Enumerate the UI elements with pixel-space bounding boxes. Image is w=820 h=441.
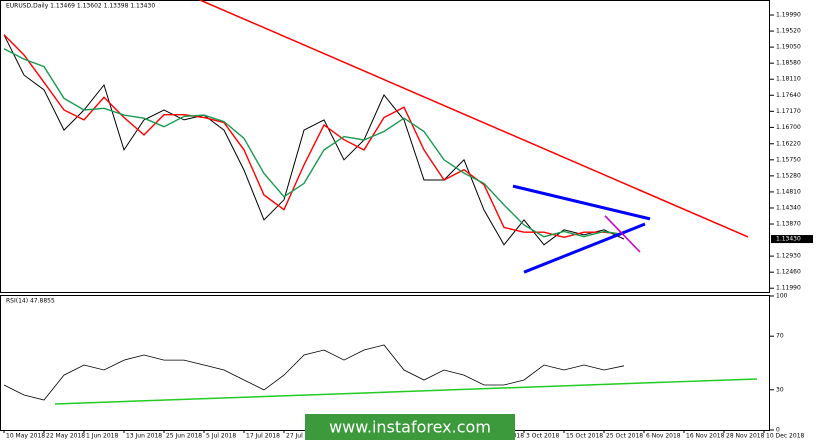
y-tick-label: 1.18110 (776, 76, 801, 83)
rsi-tick-label: 70 (776, 333, 784, 340)
current-price-box (771, 235, 813, 244)
rsi-tick-label: 30 (776, 386, 784, 393)
rsi-title: RSI(14) 47.8855 (6, 298, 55, 305)
x-tick-label: 22 May 2018 (46, 433, 85, 440)
price-line (3, 34, 625, 246)
trendline (512, 184, 651, 221)
x-tick-label: 10 May 2018 (6, 433, 45, 440)
y-tick-label: 1.13870 (776, 221, 801, 228)
y-tick-label: 1.16220 (776, 140, 801, 147)
watermark: www.instaforex.com (329, 418, 491, 437)
x-tick-label: 16 Nov 2018 (686, 433, 725, 440)
trendline (199, 0, 749, 238)
trendline (604, 215, 641, 253)
x-tick-label: 1 Jun 2018 (86, 433, 118, 440)
rsi-trendline (54, 378, 758, 405)
x-tick-label: 15 Oct 2018 (566, 433, 603, 440)
y-tick-label: 1.19990 (776, 12, 801, 19)
x-tick-label: 6 Nov 2018 (646, 433, 681, 440)
x-tick-label: 10 Dec 2018 (766, 433, 805, 440)
y-tick-label: 1.15280 (776, 172, 801, 179)
chart-title: EURUSD,Daily 1.13469 1.13602 1.13398 1.1… (6, 3, 155, 10)
y-tick-label: 1.17170 (776, 108, 801, 115)
rsi-tick-label: 100 (776, 293, 788, 300)
trendline (523, 222, 646, 274)
x-tick-label: 5 Jul 2018 (206, 433, 236, 440)
rsi-line (3, 344, 625, 401)
y-tick-label: 1.19520 (776, 28, 801, 35)
x-tick-label: 25 Oct 2018 (606, 433, 643, 440)
x-tick-label: 28 Nov 2018 (726, 433, 765, 440)
x-tick-label: 17 Jul 2018 (246, 433, 280, 440)
y-tick-label: 1.16700 (776, 124, 801, 131)
current-price-label: 1.13430 (776, 236, 801, 243)
y-tick-label: 1.11990 (776, 285, 801, 292)
price-line (3, 34, 625, 239)
y-tick-label: 1.18580 (776, 60, 801, 67)
y-tick-label: 1.19050 (776, 44, 801, 51)
main-frame (0, 0, 770, 293)
rsi-tick-label: 0 (776, 427, 780, 434)
x-tick-label: 27 Jul 2018 (286, 433, 320, 440)
y-tick-label: 1.17640 (776, 92, 801, 99)
x-tick-label: 3 Oct 2018 (526, 433, 559, 440)
price-line (3, 48, 625, 238)
x-tick-label: 25 Jun 2018 (166, 433, 202, 440)
watermark-box (305, 414, 515, 440)
y-tick-label: 1.14810 (776, 188, 801, 195)
y-tick-label: 1.14340 (776, 204, 801, 211)
x-tick-label: 13 Jun 2018 (126, 433, 162, 440)
y-tick-label: 1.12930 (776, 253, 801, 260)
y-tick-label: 1.15750 (776, 156, 801, 163)
y-tick-label: 1.12460 (776, 269, 801, 276)
